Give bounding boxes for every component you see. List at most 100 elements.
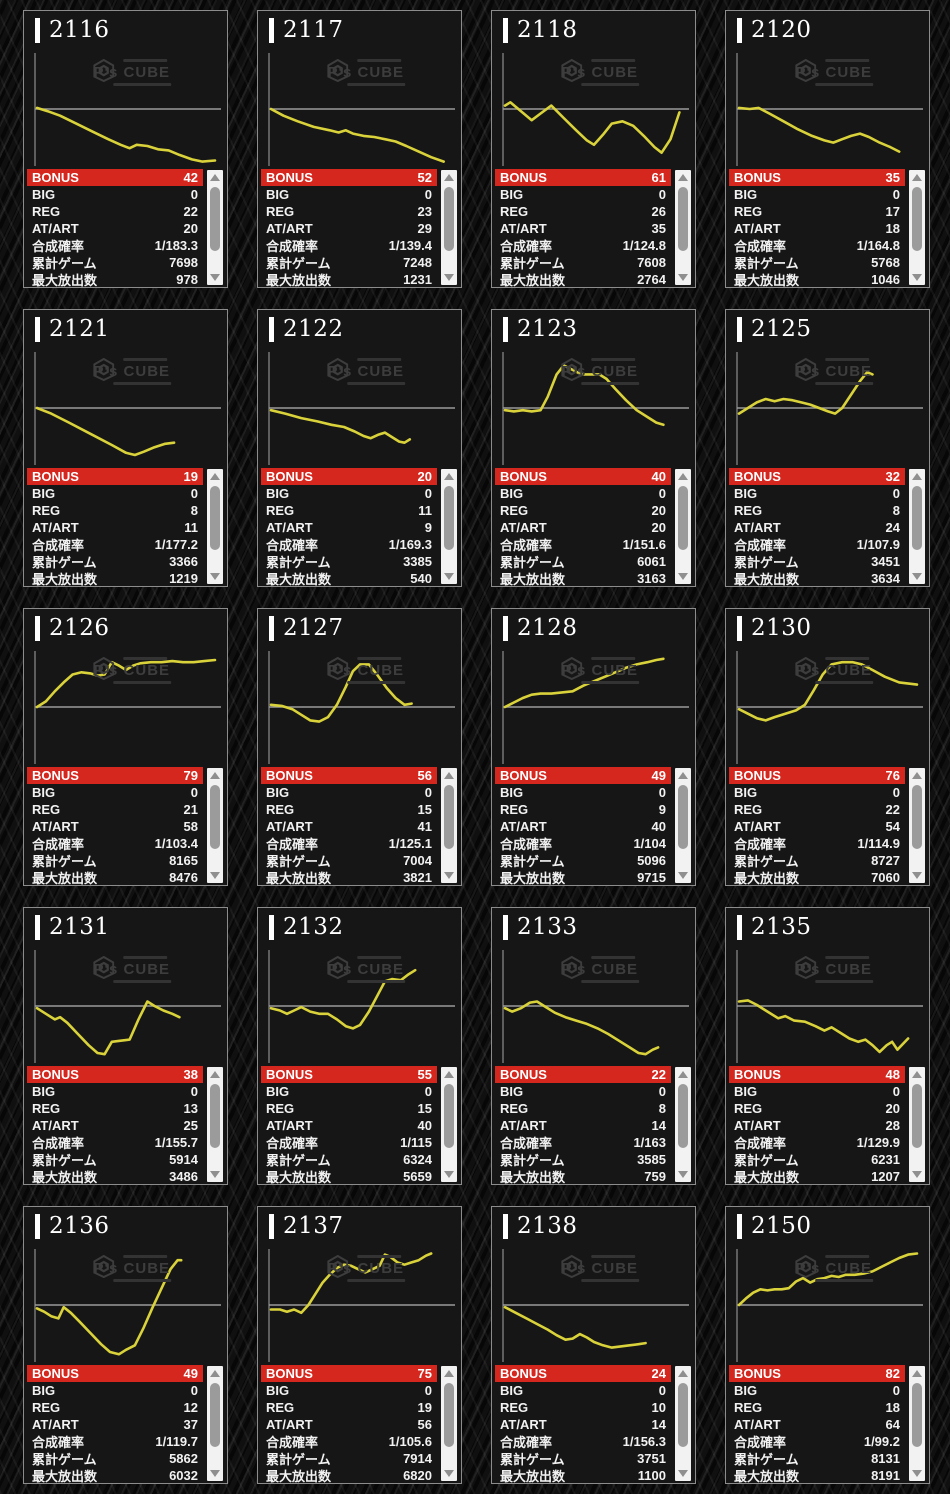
scroll-down-icon[interactable] <box>444 573 454 580</box>
scroll-up-icon[interactable] <box>210 174 220 181</box>
scroll-down-icon[interactable] <box>912 573 922 580</box>
table-scrollbar[interactable] <box>909 469 925 584</box>
scroll-down-icon[interactable] <box>210 1470 220 1477</box>
scroll-up-icon[interactable] <box>912 174 922 181</box>
scrollbar-thumb[interactable] <box>912 486 922 550</box>
machine-card[interactable]: 2120 P's CUBE BONUS 35 BIG 0 REG 17 AT <box>725 10 930 288</box>
table-scrollbar[interactable] <box>207 1366 223 1481</box>
scroll-down-icon[interactable] <box>444 872 454 879</box>
machine-card[interactable]: 2132 P's CUBE BONUS 55 BIG 0 REG 15 AT <box>257 907 462 1185</box>
scroll-up-icon[interactable] <box>678 772 688 779</box>
table-scrollbar[interactable] <box>909 768 925 883</box>
scrollbar-thumb[interactable] <box>210 1084 220 1148</box>
scroll-up-icon[interactable] <box>444 473 454 480</box>
scroll-down-icon[interactable] <box>678 573 688 580</box>
scroll-up-icon[interactable] <box>912 1370 922 1377</box>
scroll-down-icon[interactable] <box>912 1470 922 1477</box>
scroll-up-icon[interactable] <box>678 1370 688 1377</box>
table-scrollbar[interactable] <box>675 170 691 285</box>
scrollbar-thumb[interactable] <box>678 1383 688 1447</box>
table-scrollbar[interactable] <box>675 1366 691 1481</box>
table-scrollbar[interactable] <box>207 469 223 584</box>
machine-card[interactable]: 2150 P's CUBE BONUS 82 BIG 0 REG 18 AT <box>725 1206 930 1484</box>
scroll-up-icon[interactable] <box>444 174 454 181</box>
scroll-up-icon[interactable] <box>444 1370 454 1377</box>
table-scrollbar[interactable] <box>207 1067 223 1182</box>
scroll-up-icon[interactable] <box>210 473 220 480</box>
machine-card[interactable]: 2138 P's CUBE BONUS 24 BIG 0 REG 10 AT <box>491 1206 696 1484</box>
scroll-down-icon[interactable] <box>912 1171 922 1178</box>
scrollbar-thumb[interactable] <box>444 785 454 849</box>
scroll-up-icon[interactable] <box>444 772 454 779</box>
scroll-down-icon[interactable] <box>444 1470 454 1477</box>
scrollbar-thumb[interactable] <box>444 486 454 550</box>
machine-card[interactable]: 2137 P's CUBE BONUS 75 BIG 0 REG 19 AT <box>257 1206 462 1484</box>
scrollbar-thumb[interactable] <box>678 785 688 849</box>
scrollbar-thumb[interactable] <box>912 785 922 849</box>
machine-card[interactable]: 2135 P's CUBE BONUS 48 BIG 0 REG 20 AT <box>725 907 930 1185</box>
scroll-down-icon[interactable] <box>678 1470 688 1477</box>
machine-card[interactable]: 2130 P's CUBE BONUS 76 BIG 0 REG 22 AT <box>725 608 930 886</box>
scrollbar-thumb[interactable] <box>912 1383 922 1447</box>
scroll-down-icon[interactable] <box>678 274 688 281</box>
table-scrollbar[interactable] <box>207 768 223 883</box>
machine-card[interactable]: 2133 P's CUBE BONUS 22 BIG 0 REG 8 AT/ <box>491 907 696 1185</box>
scroll-down-icon[interactable] <box>444 1171 454 1178</box>
scroll-up-icon[interactable] <box>210 772 220 779</box>
table-scrollbar[interactable] <box>207 170 223 285</box>
table-scrollbar[interactable] <box>675 768 691 883</box>
scroll-up-icon[interactable] <box>912 473 922 480</box>
machine-card[interactable]: 2125 P's CUBE BONUS 32 BIG 0 REG 8 AT/ <box>725 309 930 587</box>
scroll-up-icon[interactable] <box>210 1370 220 1377</box>
table-scrollbar[interactable] <box>675 1067 691 1182</box>
scroll-down-icon[interactable] <box>912 274 922 281</box>
scrollbar-thumb[interactable] <box>912 1084 922 1148</box>
scroll-up-icon[interactable] <box>678 1071 688 1078</box>
scroll-up-icon[interactable] <box>912 772 922 779</box>
machine-card[interactable]: 2127 P's CUBE BONUS 56 BIG 0 REG 15 AT <box>257 608 462 886</box>
machine-card[interactable]: 2117 P's CUBE BONUS 52 BIG 0 REG 23 AT <box>257 10 462 288</box>
table-scrollbar[interactable] <box>441 1366 457 1481</box>
scrollbar-thumb[interactable] <box>912 187 922 251</box>
scrollbar-thumb[interactable] <box>210 1383 220 1447</box>
machine-card[interactable]: 2122 P's CUBE BONUS 20 BIG 0 REG 11 AT <box>257 309 462 587</box>
machine-card[interactable]: 2128 P's CUBE BONUS 49 BIG 0 REG 9 AT/ <box>491 608 696 886</box>
scroll-down-icon[interactable] <box>210 573 220 580</box>
machine-card[interactable]: 2121 P's CUBE BONUS 19 BIG 0 REG 8 AT/ <box>23 309 228 587</box>
machine-card[interactable]: 2131 P's CUBE BONUS 38 BIG 0 REG 13 AT <box>23 907 228 1185</box>
scroll-up-icon[interactable] <box>678 174 688 181</box>
scroll-down-icon[interactable] <box>678 872 688 879</box>
scroll-down-icon[interactable] <box>912 872 922 879</box>
scroll-down-icon[interactable] <box>210 872 220 879</box>
scroll-down-icon[interactable] <box>444 274 454 281</box>
table-scrollbar[interactable] <box>441 1067 457 1182</box>
scrollbar-thumb[interactable] <box>444 1383 454 1447</box>
scrollbar-thumb[interactable] <box>444 187 454 251</box>
machine-card[interactable]: 2126 P's CUBE BONUS 79 BIG 0 REG 21 AT <box>23 608 228 886</box>
table-scrollbar[interactable] <box>441 170 457 285</box>
scrollbar-thumb[interactable] <box>210 187 220 251</box>
table-scrollbar[interactable] <box>675 469 691 584</box>
table-scrollbar[interactable] <box>441 768 457 883</box>
scrollbar-thumb[interactable] <box>444 1084 454 1148</box>
scrollbar-thumb[interactable] <box>678 1084 688 1148</box>
scroll-up-icon[interactable] <box>210 1071 220 1078</box>
machine-card[interactable]: 2136 P's CUBE BONUS 49 BIG 0 REG 12 AT <box>23 1206 228 1484</box>
scroll-up-icon[interactable] <box>912 1071 922 1078</box>
machine-card[interactable]: 2123 P's CUBE BONUS 40 BIG 0 REG 20 AT <box>491 309 696 587</box>
table-scrollbar[interactable] <box>909 170 925 285</box>
scrollbar-thumb[interactable] <box>678 486 688 550</box>
scroll-down-icon[interactable] <box>210 1171 220 1178</box>
scroll-down-icon[interactable] <box>678 1171 688 1178</box>
table-scrollbar[interactable] <box>441 469 457 584</box>
table-scrollbar[interactable] <box>909 1067 925 1182</box>
scrollbar-thumb[interactable] <box>678 187 688 251</box>
machine-card[interactable]: 2116 P's CUBE BONUS 42 BIG 0 REG 22 AT <box>23 10 228 288</box>
table-scrollbar[interactable] <box>909 1366 925 1481</box>
scrollbar-thumb[interactable] <box>210 486 220 550</box>
machine-card[interactable]: 2118 P's CUBE BONUS 61 BIG 0 REG 26 AT <box>491 10 696 288</box>
scroll-up-icon[interactable] <box>678 473 688 480</box>
scroll-up-icon[interactable] <box>444 1071 454 1078</box>
scrollbar-thumb[interactable] <box>210 785 220 849</box>
scroll-down-icon[interactable] <box>210 274 220 281</box>
